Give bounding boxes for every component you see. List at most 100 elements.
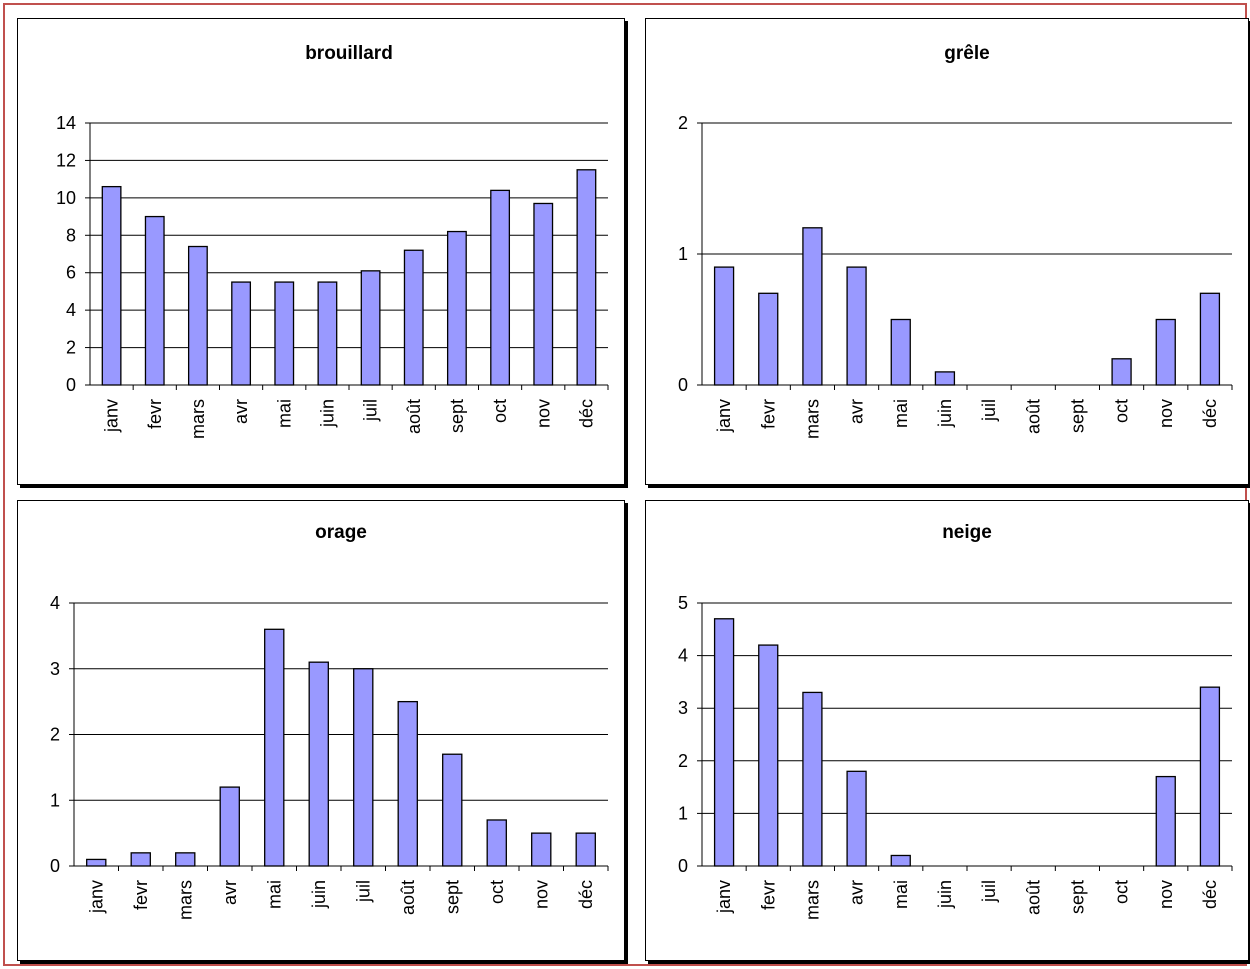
y-tick-label: 5 [678,593,688,613]
y-tick-label: 0 [678,375,688,395]
bar-oct [1111,358,1132,386]
y-tick-label: 3 [50,659,60,679]
chart-svg: grêle 0 1 2 janv fevr mars avr mai juin juil août se… [678,43,1233,439]
y-tick-label: 4 [50,593,60,613]
bar-mai [264,628,285,867]
bar-nov [1155,775,1176,867]
bar-déc [575,832,596,867]
bar-janv [101,185,122,386]
x-tick-label: oct [1112,880,1132,904]
bar-sept [446,230,467,386]
bar-avr [219,786,240,867]
chart-title: brouillard [305,43,393,64]
x-tick-label: juin [317,399,337,428]
x-tick-label: oct [1112,399,1132,423]
x-tick-label: août [1023,399,1043,434]
bar-nov [531,832,552,867]
x-tick-label: sept [1067,880,1087,914]
bar-avr [846,266,867,386]
bar-juin [317,281,338,386]
x-tick-label: mars [175,880,195,920]
x-tick-label: juin [935,399,955,428]
x-tick-label: avr [220,880,240,905]
bar-mars [802,691,823,867]
y-tick-label: 10 [56,188,76,208]
chart-title: orage [315,522,367,543]
x-tick-label: mai [264,880,284,909]
x-tick-label: déc [1200,880,1220,909]
x-tick-label: août [404,399,424,434]
x-tick-label: fevr [758,399,778,429]
x-tick-label: janv [714,399,734,433]
x-tick-label: fevr [145,399,165,429]
bar-déc [1199,292,1221,386]
bar-avr [231,281,252,386]
y-tick-label: 8 [66,225,76,245]
bar-nov [533,202,554,386]
bar-oct [486,819,507,867]
y-tick-label: 2 [678,751,688,771]
x-tick-label: déc [576,880,596,909]
chart-panel-brouillard: brouillard 0 2 4 6 8 10 12 14 janv fevr mars avr mai j… [17,18,625,485]
x-tick-label: mai [274,399,294,428]
bar-oct [490,189,511,386]
x-tick-label: janv [714,880,734,914]
y-tick-label: 2 [50,725,60,745]
x-tick-label: juin [935,880,955,909]
bar-fevr [758,644,779,867]
x-tick-label: juin [309,880,329,909]
x-tick-label: mars [802,880,822,920]
x-tick-label: nov [533,399,553,428]
x-tick-label: oct [490,399,510,423]
chart-panel-orage: orage 0 1 2 3 4 janv fevr mars avr mai juin juil août… [17,500,625,961]
bar-mai [890,854,911,867]
bar-juin [934,371,956,386]
bar-fevr [144,215,165,386]
bar-juil [353,668,374,867]
bar-déc [1199,686,1221,867]
x-tick-label: avr [231,399,251,424]
bar-mars [175,852,196,867]
y-tick-label: 2 [678,113,688,133]
x-tick-label: sept [447,399,467,433]
chart-title: grêle [944,43,989,64]
bar-juin [308,661,329,867]
x-tick-label: fevr [758,880,778,910]
bar-mars [187,245,208,386]
y-tick-label: 4 [678,646,688,666]
x-tick-label: avr [847,399,867,424]
chart-svg: orage 0 1 2 3 4 janv fevr mars avr mai juin juil août… [50,522,609,920]
x-tick-label: mai [891,880,911,909]
x-tick-label: déc [576,399,596,428]
x-tick-label: août [1023,880,1043,915]
bar-déc [576,169,597,386]
bar-août [397,700,418,867]
bar-juil [360,270,381,386]
x-tick-label: sept [442,880,462,914]
y-tick-label: 0 [66,375,76,395]
x-tick-label: juil [361,399,381,422]
bar-janv [86,858,107,867]
bar-août [403,249,424,386]
bar-avr [846,770,867,867]
y-tick-label: 1 [678,244,688,264]
x-tick-label: juil [979,880,999,903]
bar-mai [890,318,911,386]
y-tick-label: 14 [56,113,76,133]
x-tick-label: nov [531,880,551,909]
bar-fevr [758,292,779,386]
bar-mai [274,281,295,386]
x-tick-label: juil [979,399,999,422]
chart-title: neige [942,522,992,543]
x-tick-label: juil [353,880,373,903]
x-tick-label: mars [802,399,822,439]
x-tick-label: fevr [131,880,151,910]
x-tick-label: août [398,880,418,915]
x-tick-label: avr [847,880,867,905]
x-tick-label: déc [1200,399,1220,428]
bar-janv [713,266,735,386]
x-tick-label: janv [86,880,106,914]
y-tick-label: 0 [678,856,688,876]
x-tick-label: oct [487,880,507,904]
bar-mars [802,227,823,386]
